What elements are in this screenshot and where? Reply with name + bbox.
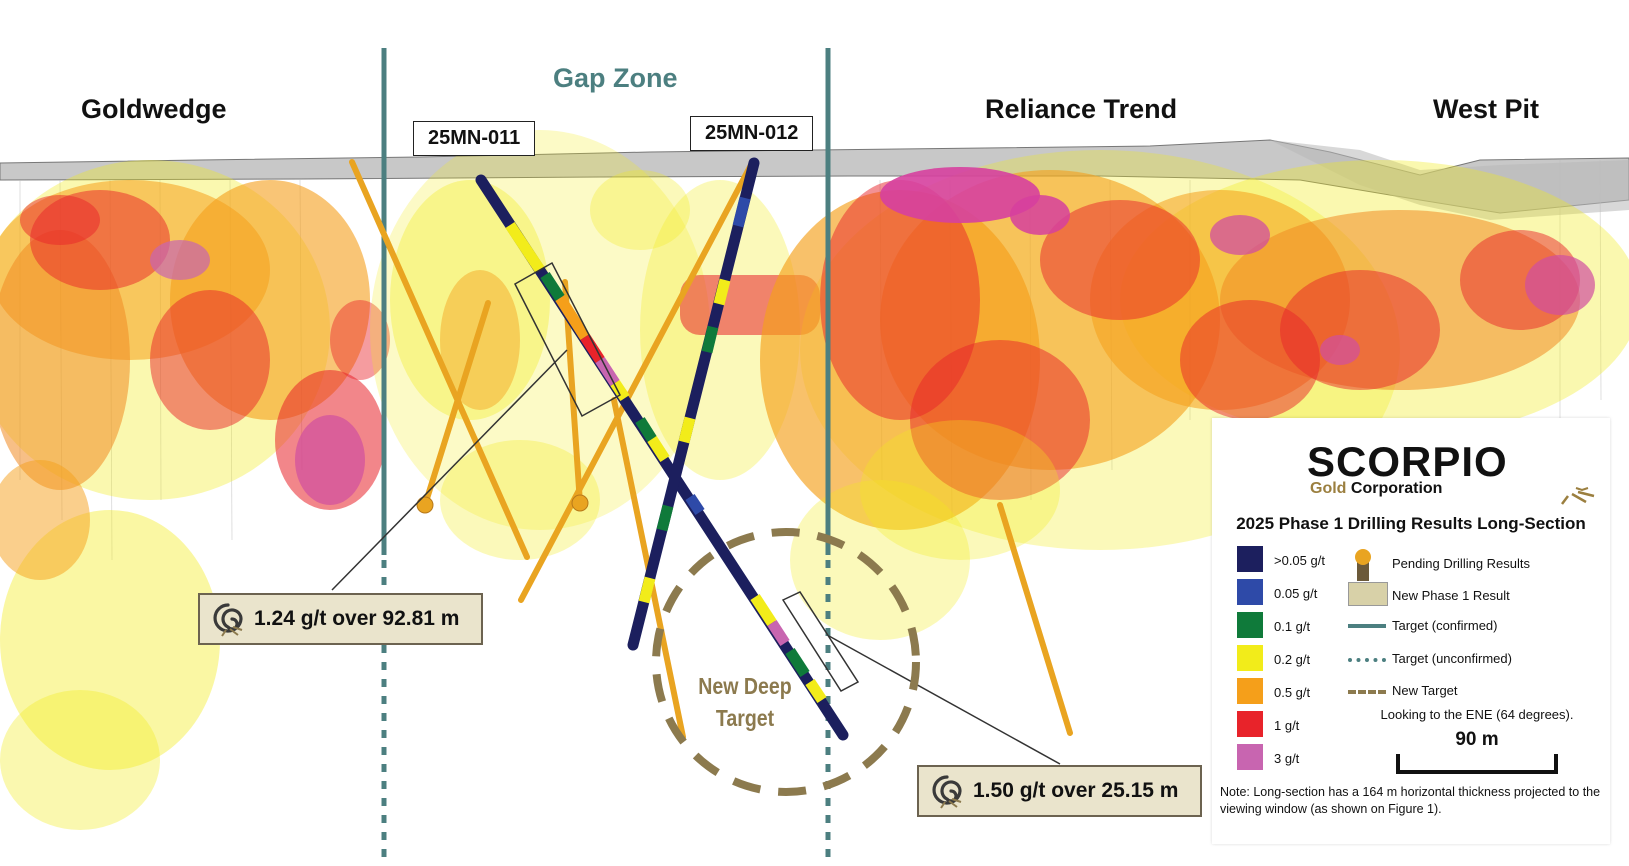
grade-shells-goldwedge — [0, 160, 390, 830]
scorpion-logo-icon — [932, 775, 962, 809]
grade-swatch — [1237, 645, 1263, 671]
grade-label: 0.5 g/t — [1274, 685, 1311, 700]
result-text-011: 1.24 g/t over 92.81 m — [254, 607, 460, 630]
legend-note: Note: Long-section has a 164 m horizonta… — [1220, 785, 1601, 816]
grade-swatch — [1237, 744, 1263, 770]
pending-hole-symbol-icon — [1355, 549, 1371, 581]
grade-swatch — [1237, 546, 1263, 572]
target-lines — [381, 48, 831, 861]
intercept-box-011 — [514, 261, 622, 418]
scorpion-logo-icon — [1561, 487, 1595, 505]
grade-label: >0.05 g/t — [1274, 553, 1325, 568]
legend-label-target-confirmed: Target (confirmed) — [1392, 618, 1498, 633]
zone-label-west-pit: West Pit — [1433, 94, 1540, 124]
company-logo: SCORPIO — [1307, 438, 1508, 485]
scale-bar-label: 90 m — [1455, 729, 1499, 750]
grade-label: 0.05 g/t — [1274, 586, 1318, 601]
hole-25mn-012-trace — [627, 157, 760, 651]
grade-label: 3 g/t — [1274, 751, 1300, 766]
legend-label-new-target: New Target — [1392, 683, 1458, 698]
target-confirmed-symbol — [1348, 624, 1386, 628]
leader-line-011 — [331, 349, 568, 591]
legend-label-target-unconfirmed: Target (unconfirmed) — [1392, 651, 1512, 666]
grade-swatch — [1237, 612, 1263, 638]
zone-label-gap-zone: Gap Zone — [553, 63, 678, 93]
target-unconfirmed-symbol — [1348, 658, 1386, 662]
topography-surface — [0, 139, 1629, 214]
grade-label: 0.1 g/t — [1274, 619, 1311, 634]
grade-swatch — [1237, 579, 1263, 605]
view-direction: Looking to the ENE (64 degrees). — [1380, 707, 1574, 722]
grade-label: 0.2 g/t — [1274, 652, 1311, 667]
result-callout-011: 1.24 g/t over 92.81 m — [198, 593, 483, 645]
grade-swatch — [1237, 678, 1263, 704]
zone-label-reliance-trend: Reliance Trend — [985, 94, 1178, 124]
result-callout-012: 1.50 g/t over 25.15 m — [917, 765, 1202, 817]
zone-label-goldwedge: Goldwedge — [81, 94, 227, 124]
scorpion-logo-icon — [213, 603, 243, 637]
hole-25mn-011-trace — [475, 174, 849, 741]
pending-hole — [422, 300, 491, 508]
pending-hole — [997, 502, 1073, 736]
legend-title: 2025 Phase 1 Drilling Results Long-Secti… — [1236, 514, 1586, 533]
pending-hole — [518, 160, 755, 603]
hole-label-25mn-011: 25MN-011 — [413, 121, 536, 156]
new-deep-target-label: New Deep Target — [698, 673, 792, 731]
pending-hole-end — [571, 494, 589, 512]
new-result-symbol — [1348, 582, 1388, 606]
grade-swatch — [1237, 711, 1263, 737]
legend-panel: SCORPIO Gold Corporation 2025 Phase 1 Dr… — [1212, 418, 1610, 844]
grade-label: 1 g/t — [1274, 718, 1300, 733]
company-logo-subtitle: Gold Corporation — [1310, 480, 1443, 497]
legend-label-new-result: New Phase 1 Result — [1392, 588, 1510, 603]
scale-bar — [1396, 754, 1558, 774]
legend-label-pending: Pending Drilling Results — [1392, 556, 1531, 571]
pending-hole-end — [416, 496, 434, 514]
pending-hole — [349, 159, 530, 560]
hole-label-25mn-012: 25MN-012 — [690, 116, 814, 151]
new-deep-target-ring — [652, 528, 920, 796]
new-target-symbol — [1348, 690, 1386, 694]
intercept-box-012 — [781, 591, 860, 692]
result-text-012: 1.50 g/t over 25.15 m — [973, 779, 1179, 802]
leader-line-012 — [828, 635, 1061, 765]
